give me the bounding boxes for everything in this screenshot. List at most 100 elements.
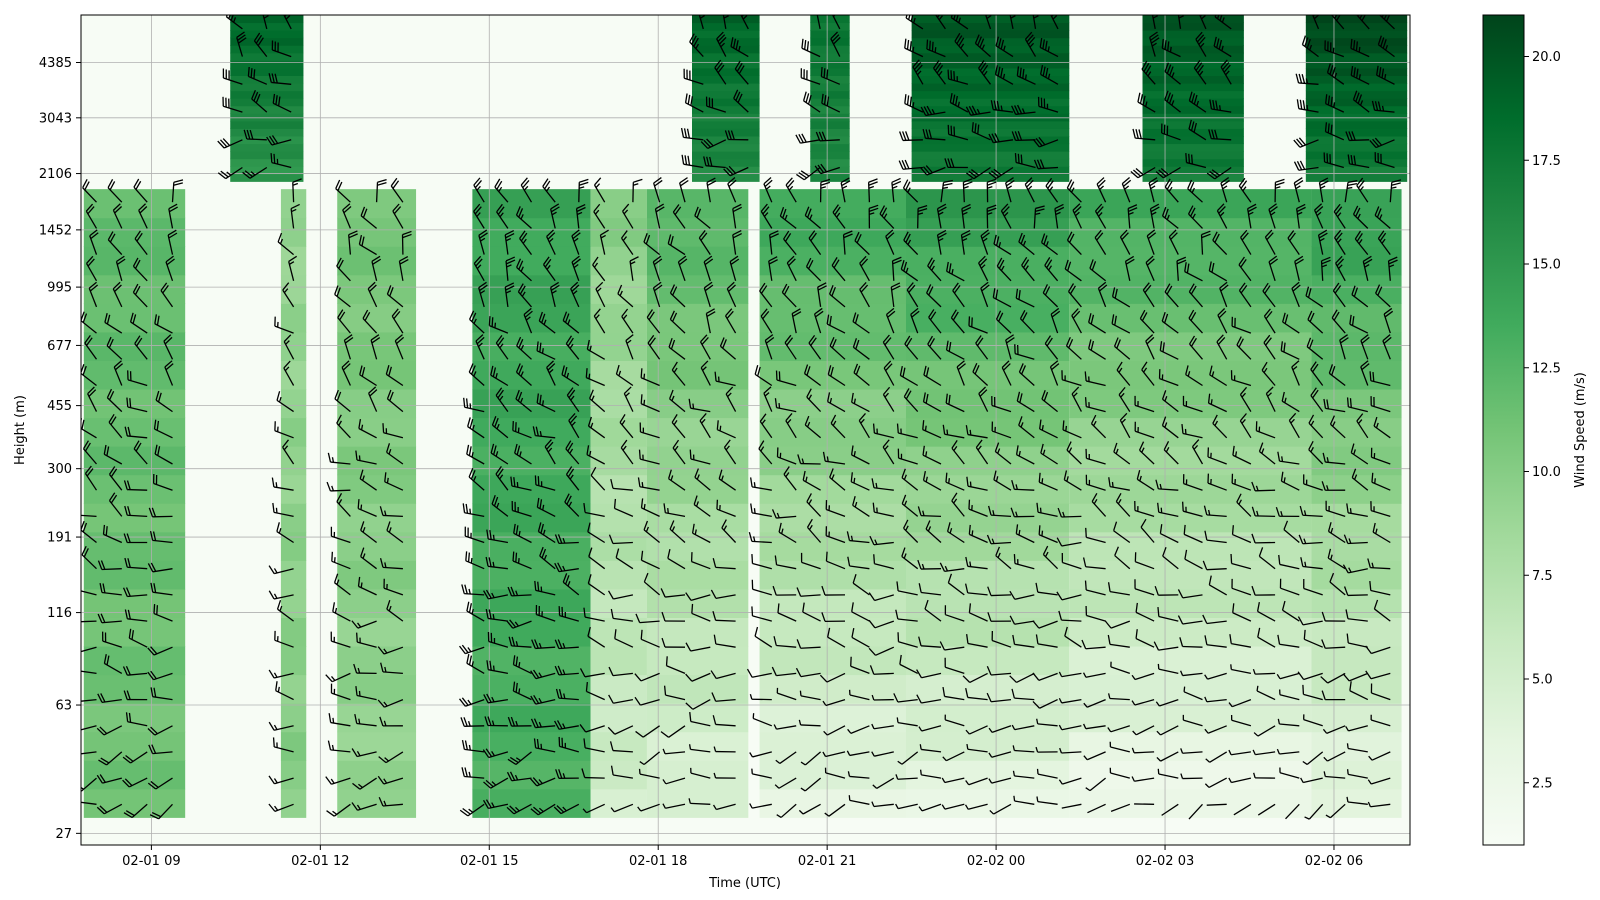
- wind-barb: [1216, 334, 1228, 360]
- wind-barb: [1327, 522, 1346, 544]
- wind-barb: [1066, 179, 1082, 203]
- heatmap-cell: [1311, 703, 1402, 733]
- wind-barb: [671, 361, 686, 386]
- wind-barb: [1157, 663, 1179, 675]
- wind-barb: [1365, 645, 1391, 655]
- wind-barb: [1149, 203, 1160, 229]
- wind-barb: [1085, 777, 1107, 792]
- heatmap-cell: [472, 189, 591, 219]
- heatmap-cell: [1142, 113, 1244, 122]
- wind-barb: [148, 744, 173, 755]
- heatmap-cell: [905, 760, 1070, 790]
- wind-barb: [912, 59, 924, 85]
- wind-barb: [84, 334, 98, 360]
- y-tick-label: 1452: [39, 223, 72, 238]
- wind-barb: [587, 574, 606, 596]
- wind-barb: [800, 777, 822, 792]
- wind-barb: [610, 803, 634, 813]
- wind-barb: [897, 632, 918, 648]
- heatmap-cell: [810, 83, 850, 92]
- wind-barb: [749, 751, 772, 758]
- colorbar-tick-label: 12.5: [1532, 361, 1561, 376]
- heatmap-cell: [337, 788, 417, 818]
- wind-barb: [147, 725, 173, 736]
- wind-barb: [1049, 360, 1060, 386]
- wind-barb: [1278, 554, 1300, 570]
- wind-barb: [928, 309, 942, 334]
- wind-barb: [685, 592, 711, 602]
- wind-barb: [124, 505, 148, 518]
- wind-barb: [123, 533, 148, 544]
- wind-barb: [386, 285, 404, 308]
- heatmap-cell: [905, 788, 1070, 818]
- wind-barb: [1389, 179, 1402, 203]
- wind-barb: [712, 715, 736, 727]
- heatmap-cell: [1142, 30, 1244, 39]
- heatmap-cell: [692, 67, 760, 77]
- heatmap-cell: [905, 617, 1070, 647]
- wind-barb: [1107, 634, 1130, 648]
- wind-barb: [619, 414, 634, 439]
- wind-barb: [478, 229, 488, 255]
- wind-barb: [466, 444, 485, 465]
- colorbar: [1482, 14, 1525, 846]
- heatmap-cell: [1311, 217, 1402, 247]
- wind-barb: [1207, 447, 1227, 465]
- wind-barb: [553, 803, 580, 815]
- heatmap-cell: [280, 617, 307, 647]
- wind-barb: [667, 469, 686, 491]
- wind-barb: [330, 683, 351, 701]
- wind-barb: [81, 801, 97, 805]
- wind-barb: [1232, 445, 1252, 465]
- wind-barb: [661, 611, 686, 622]
- wind-barb: [1162, 547, 1179, 570]
- wind-barb: [536, 341, 556, 360]
- wind-barb: [851, 602, 870, 622]
- wind-barb: [1346, 796, 1368, 805]
- wind-barb: [769, 230, 779, 255]
- wind-barb: [1061, 553, 1082, 570]
- heatmap-cell: [1311, 731, 1402, 761]
- wind-barb: [543, 256, 556, 282]
- colorbar-label: Wind Speed (m/s): [1573, 372, 1588, 488]
- heatmap-cell: [759, 217, 906, 247]
- heatmap-cell: [337, 646, 417, 676]
- heatmap-cell: [590, 674, 647, 704]
- wind-barb: [662, 803, 686, 809]
- wind-barb: [461, 767, 485, 779]
- heatmap-cell: [810, 22, 850, 31]
- heatmap-cell: [1305, 113, 1408, 122]
- wind-barb: [1018, 363, 1035, 386]
- heatmap-cell: [759, 731, 906, 761]
- y-tick-label: 27: [55, 827, 72, 842]
- wind-barb: [160, 282, 174, 308]
- wind-barb: [966, 634, 988, 648]
- wind-barb: [1184, 549, 1203, 570]
- wind-barb: [1119, 412, 1131, 439]
- wind-barb: [81, 777, 97, 792]
- wind-barb: [882, 439, 895, 465]
- wind-barb: [1374, 206, 1391, 229]
- wind-barb: [621, 308, 634, 334]
- heatmap-cell: [1142, 37, 1244, 46]
- wind-barb: [103, 654, 123, 674]
- heatmap-cell: [472, 760, 591, 790]
- wind-barb: [1229, 634, 1252, 648]
- heatmap-cell: [911, 98, 1070, 107]
- wind-barb: [918, 725, 942, 732]
- wind-barb: [1339, 334, 1349, 360]
- wind-barb: [150, 582, 173, 596]
- heatmap-cell: [590, 617, 647, 647]
- wind-barb: [685, 699, 711, 710]
- wind-barb: [1145, 255, 1155, 282]
- wind-barb: [1159, 524, 1179, 544]
- heatmap-cell: [810, 173, 850, 182]
- x-tick-label: 02-01 18: [629, 854, 687, 869]
- wind-barb: [1071, 308, 1082, 334]
- wind-barb: [1239, 386, 1252, 412]
- wind-barb: [1204, 530, 1227, 544]
- wind-barb: [466, 601, 485, 622]
- wind-barb: [993, 470, 1012, 491]
- heatmap-cell: [759, 303, 906, 333]
- wind-barb: [222, 96, 243, 113]
